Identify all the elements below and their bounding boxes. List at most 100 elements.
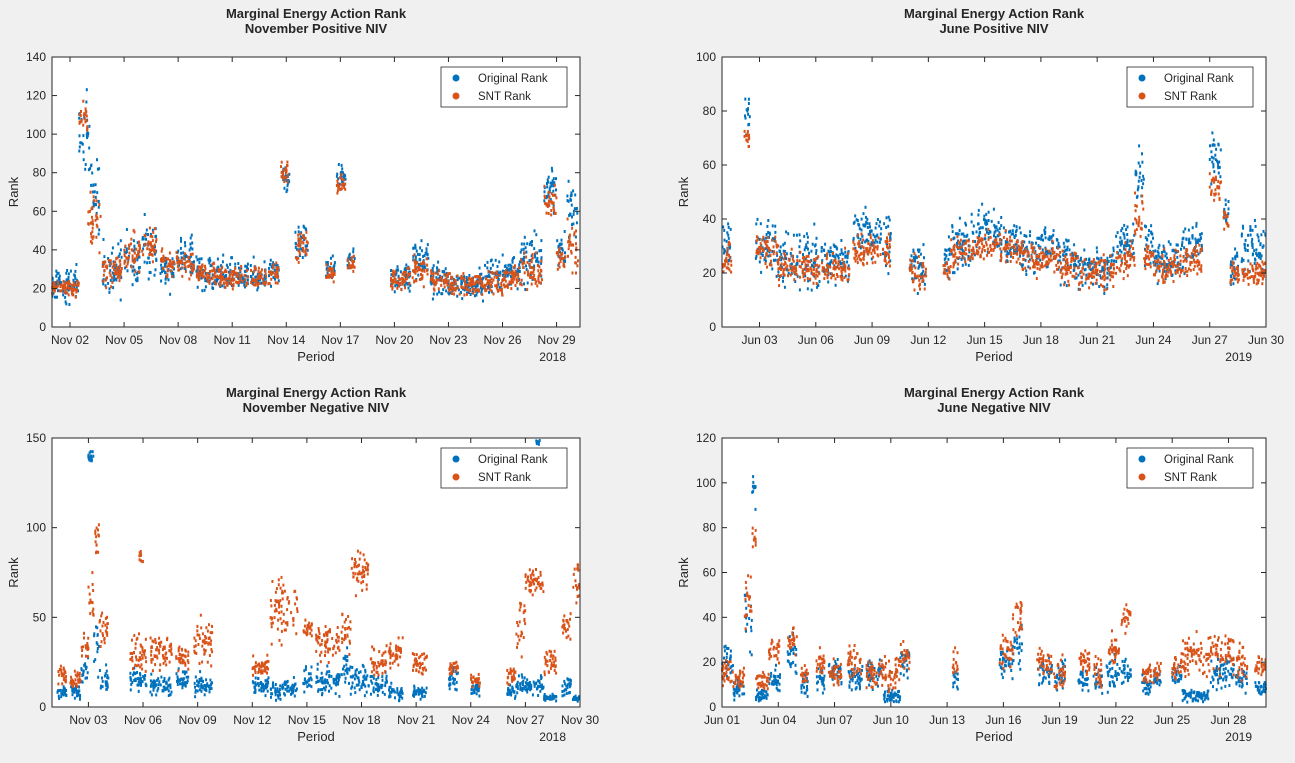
original-rank-point (394, 290, 396, 293)
original-rank-point (106, 676, 108, 679)
original-rank-point (1201, 232, 1203, 235)
snt-rank-point (417, 266, 419, 269)
snt-rank-point (1196, 249, 1198, 252)
snt-rank-point (305, 249, 307, 252)
snt-rank-point (823, 277, 825, 280)
snt-rank-point (830, 276, 832, 279)
snt-rank-point (1258, 279, 1260, 282)
y-axis-label: Rank (676, 176, 691, 207)
x-tick-label: Nov 08 (159, 333, 197, 347)
original-rank-point (1170, 243, 1172, 246)
original-rank-point (973, 225, 975, 228)
original-rank-point (1064, 245, 1066, 248)
original-rank-point (1080, 257, 1082, 260)
snt-rank-point (969, 245, 971, 248)
original-rank-point (147, 257, 149, 260)
snt-rank-point (298, 261, 300, 264)
original-rank-point (911, 254, 913, 257)
original-rank-point (102, 680, 104, 683)
snt-rank-point (272, 266, 274, 269)
snt-rank-point (299, 232, 301, 235)
original-rank-point (570, 194, 572, 197)
original-rank-point (1192, 226, 1194, 229)
snt-rank-point (1129, 264, 1131, 267)
snt-rank-point (285, 176, 287, 179)
snt-rank-point (1232, 269, 1234, 272)
original-rank-point (744, 98, 746, 101)
x-tick-label: Nov 23 (429, 333, 467, 347)
original-rank-point (535, 233, 537, 236)
original-rank-point (137, 277, 139, 280)
snt-rank-point (152, 254, 154, 257)
snt-rank-point (230, 278, 232, 281)
original-rank-point (723, 229, 725, 232)
snt-rank-point (1010, 260, 1012, 263)
snt-rank-point (204, 265, 206, 268)
snt-rank-point (459, 293, 461, 296)
snt-rank-point (66, 291, 68, 294)
x-tick-label: Jun 24 (1135, 333, 1171, 347)
snt-rank-point (1190, 256, 1192, 259)
original-rank-point (1225, 203, 1227, 206)
snt-rank-point (826, 253, 828, 256)
snt-rank-point (956, 235, 958, 238)
x-axis-label: Period (975, 349, 1013, 364)
snt-rank-point (744, 135, 746, 138)
snt-rank-point (119, 260, 121, 263)
snt-rank-point (183, 262, 185, 265)
snt-rank-point (1017, 245, 1019, 248)
snt-rank-point (889, 239, 891, 242)
snt-rank-point (193, 265, 195, 268)
original-rank-point (1247, 259, 1249, 262)
snt-rank-point (1099, 261, 1101, 264)
original-rank-point (442, 288, 444, 291)
snt-rank-point (438, 287, 440, 290)
snt-rank-point (1115, 272, 1117, 275)
original-rank-point (993, 208, 995, 211)
snt-rank-point (1176, 269, 1178, 272)
original-rank-point (90, 164, 92, 167)
snt-rank-point (557, 251, 559, 254)
original-rank-point (726, 231, 728, 234)
original-rank-point (508, 267, 510, 270)
original-rank-point (144, 213, 146, 216)
snt-rank-point (1178, 263, 1180, 266)
snt-rank-point (280, 165, 282, 168)
original-rank-point (784, 286, 786, 289)
snt-rank-point (1059, 251, 1061, 254)
original-rank-point (808, 252, 810, 255)
snt-rank-point (844, 264, 846, 267)
original-rank-point (1251, 244, 1253, 247)
original-rank-point (729, 247, 731, 250)
snt-rank-point (1175, 264, 1177, 267)
snt-rank-point (767, 236, 769, 239)
snt-rank-point (918, 255, 920, 258)
snt-rank-point (1217, 180, 1219, 183)
original-rank-point (1108, 260, 1110, 263)
snt-rank-point (1041, 262, 1043, 265)
snt-rank-point (1024, 251, 1026, 254)
original-rank-point (540, 239, 542, 242)
snt-rank-point (1171, 260, 1173, 263)
snt-rank-point (1032, 260, 1034, 263)
snt-rank-point (1042, 255, 1044, 258)
snt-rank-point (982, 248, 984, 251)
original-rank-point (1138, 180, 1140, 183)
original-rank-point (204, 289, 206, 292)
original-rank-point (72, 279, 74, 282)
snt-rank-point (154, 227, 156, 230)
snt-rank-point (1089, 273, 1091, 276)
snt-rank-point (1053, 251, 1055, 254)
snt-rank-point (200, 266, 202, 269)
original-rank-point (815, 249, 817, 252)
snt-rank-point (398, 285, 400, 288)
snt-rank-point (726, 253, 728, 256)
snt-rank-point (989, 244, 991, 247)
snt-rank-point (553, 209, 555, 212)
snt-rank-point (1213, 199, 1215, 202)
original-rank-point (995, 226, 997, 229)
original-rank-point (270, 259, 272, 262)
